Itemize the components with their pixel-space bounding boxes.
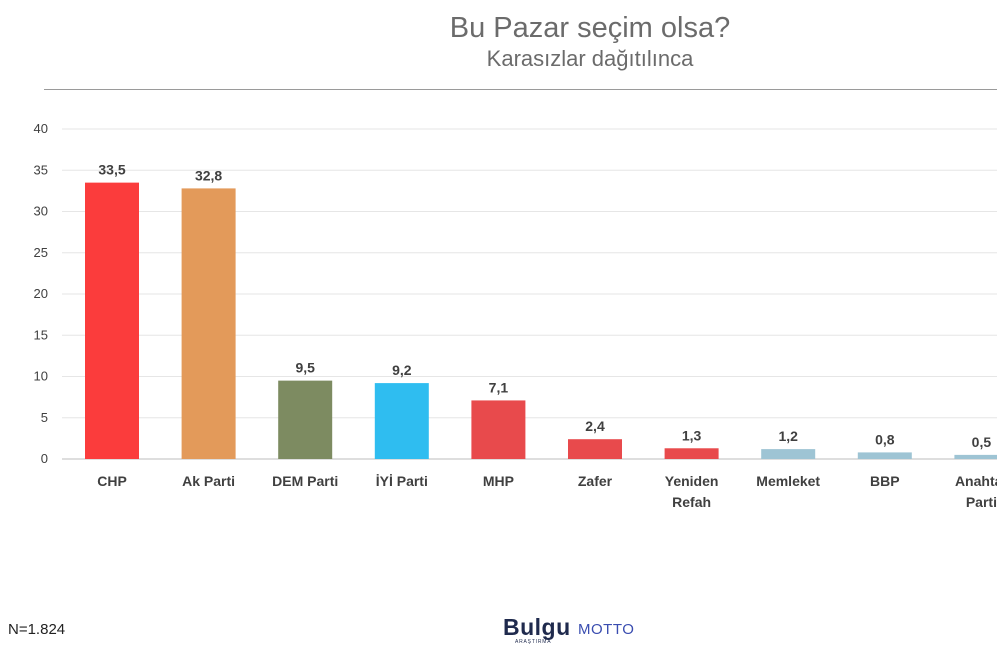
- x-tick-label: Memleket: [756, 473, 820, 489]
- sample-size-label: N=1.824: [8, 621, 66, 638]
- data-label: 9,2: [392, 362, 412, 378]
- data-label: 1,2: [778, 428, 798, 444]
- data-label: 33,5: [98, 162, 125, 178]
- logos: Bulgu ARAŞTIRMA MOTTO: [503, 614, 663, 645]
- chart-subtitle: Karasızlar dağıtılınca: [486, 46, 694, 71]
- bar: [954, 454, 997, 459]
- x-tick-label: Anahtar: [955, 473, 997, 489]
- bar: [761, 449, 816, 459]
- y-tick-label: 40: [34, 121, 48, 136]
- bar: [181, 188, 236, 459]
- x-tick-label: DEM Parti: [272, 473, 338, 489]
- title-divider: [44, 89, 997, 90]
- x-tick-label: CHP: [97, 473, 127, 489]
- data-label: 7,1: [489, 379, 509, 395]
- chart-title: Bu Pazar seçim olsa?: [449, 12, 731, 44]
- data-label: 0,5: [972, 434, 992, 450]
- x-tick-label: BBP: [870, 473, 900, 489]
- x-tick-label: İYİ Parti: [376, 473, 428, 489]
- x-tick-label: Ak Parti: [182, 473, 235, 489]
- y-tick-label: 15: [34, 327, 48, 342]
- x-tick-label: Zafer: [578, 473, 613, 489]
- y-tick-label: 30: [34, 204, 48, 219]
- x-tick-label: Yeniden: [665, 473, 719, 489]
- bar: [471, 400, 526, 459]
- y-tick-label: 10: [34, 369, 48, 384]
- y-tick-label: 20: [34, 286, 48, 301]
- bar: [664, 448, 719, 459]
- x-tick-label: MHP: [483, 473, 514, 489]
- y-tick-label: 25: [34, 245, 48, 260]
- bar: [857, 452, 912, 459]
- bar: [374, 383, 429, 459]
- bar: [568, 439, 622, 459]
- motto-logo: MOTTO: [578, 621, 635, 638]
- y-tick-label: 0: [41, 451, 48, 466]
- bar: [278, 380, 333, 459]
- y-tick-label: 35: [34, 162, 48, 177]
- data-label: 2,4: [585, 418, 605, 434]
- bulgu-logo-subtext: ARAŞTIRMA: [515, 639, 552, 645]
- bulgu-logo: Bulgu: [503, 614, 571, 640]
- y-tick-label: 5: [41, 410, 48, 425]
- x-tick-label: Refah: [672, 494, 711, 510]
- data-label: 9,5: [295, 360, 315, 376]
- x-tick-label: Parti: [966, 494, 997, 510]
- bar: [85, 182, 139, 459]
- data-label: 1,3: [682, 427, 702, 443]
- data-label: 0,8: [875, 431, 895, 447]
- bar-chart: 0 5 10 15 20 25 30 35 40 33,5 CHP 32,8 Ak Parti 9,5 DE…: [34, 121, 997, 510]
- data-label: 32,8: [195, 167, 222, 183]
